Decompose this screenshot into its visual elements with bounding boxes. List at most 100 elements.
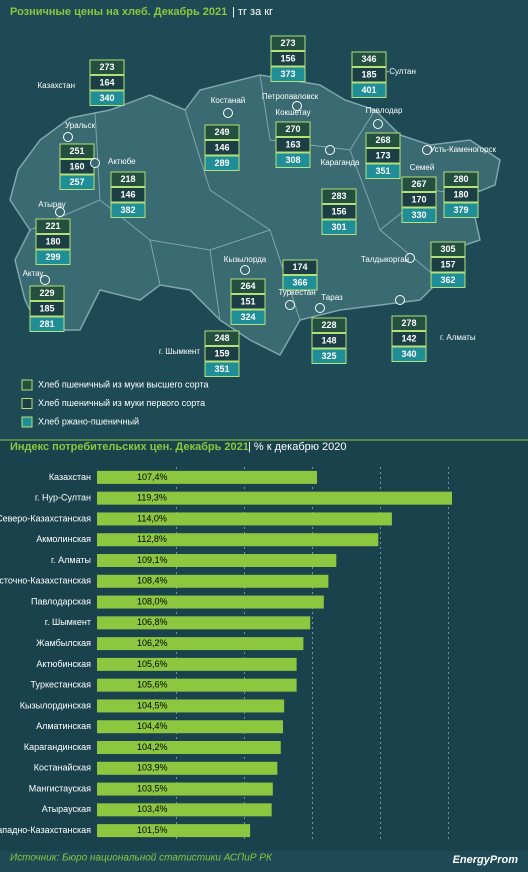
category-label: Жамбылская <box>36 638 91 648</box>
price-value: 173 <box>375 150 390 160</box>
bar <box>97 533 379 547</box>
price-value: 289 <box>214 158 229 168</box>
price-value: 159 <box>214 348 229 358</box>
value-label: 107,4% <box>137 472 168 482</box>
price-cell <box>29 285 65 301</box>
price-value: 156 <box>280 53 295 63</box>
price-cell <box>275 152 311 168</box>
price-value: 278 <box>401 318 416 328</box>
price-value: 148 <box>321 335 336 345</box>
price-cell <box>204 155 240 171</box>
legend-swatch <box>21 416 33 428</box>
region-label: Актау <box>23 269 44 278</box>
value-label: 104,4% <box>137 721 168 731</box>
region-label: Петропавловск <box>262 92 319 101</box>
price-value: 146 <box>120 189 135 199</box>
city-marker <box>90 158 100 168</box>
price-value: 251 <box>69 146 84 156</box>
category-label: г. Алматы <box>51 555 91 565</box>
price-value: 221 <box>45 221 60 231</box>
region-label: г. Шымкент <box>159 347 200 356</box>
region-label: Семей <box>410 163 435 172</box>
region-label: Павлодар <box>366 106 403 115</box>
price-cell <box>401 192 437 208</box>
value-label: 103,5% <box>137 783 168 793</box>
city-marker <box>63 132 73 142</box>
price-cell <box>365 163 401 179</box>
price-cell <box>351 82 387 98</box>
chart-subtitle: | % к декабрю 2020 <box>248 441 347 453</box>
price-value: 362 <box>440 275 455 285</box>
value-label: 105,6% <box>137 659 168 669</box>
city-marker <box>315 303 325 313</box>
price-value: 382 <box>120 205 135 215</box>
price-cell <box>391 331 427 347</box>
price-cell <box>351 67 387 83</box>
price-value: 401 <box>361 85 376 95</box>
map-unit: | тг за кг <box>232 6 273 18</box>
value-label: 103,4% <box>137 804 168 814</box>
region-label: Туркестан <box>278 288 315 297</box>
price-cell <box>270 51 306 67</box>
bar <box>97 554 337 567</box>
category-label: Акмолинская <box>36 534 91 544</box>
price-cell <box>35 218 71 234</box>
price-value: 268 <box>375 135 390 145</box>
value-label: 104,5% <box>137 700 168 710</box>
value-label: 103,9% <box>137 763 168 773</box>
price-cell <box>89 75 125 91</box>
bar <box>97 720 284 734</box>
price-cell <box>275 137 311 153</box>
category-label: Кызылординская <box>20 700 91 710</box>
region-label: Талдыкорган <box>361 255 409 264</box>
city-marker <box>373 119 383 129</box>
price-value: 146 <box>214 142 229 152</box>
price-cell <box>110 187 146 203</box>
region-label: г. Нур-Султан <box>366 67 416 76</box>
region-label: Тараз <box>321 293 343 302</box>
bar <box>97 678 297 692</box>
price-cell <box>391 315 427 331</box>
region-label: Кызылорда <box>224 255 267 264</box>
price-cell <box>35 234 71 250</box>
price-cell <box>282 259 318 275</box>
bar <box>97 824 251 838</box>
city-marker <box>405 253 415 263</box>
price-value: 160 <box>69 161 84 171</box>
bar <box>97 470 318 484</box>
value-label: 101,5% <box>137 825 168 835</box>
category-label: Восточно-Казахстанская <box>0 576 91 586</box>
price-value: 281 <box>39 319 54 329</box>
region-label: Караганда <box>321 158 360 167</box>
bar <box>97 595 324 609</box>
legend-label: Хлеб пшеничный из муки высшего сорта <box>38 379 208 389</box>
price-value: 379 <box>453 205 468 215</box>
price-cell <box>204 346 240 362</box>
region-label: Уральск <box>65 121 95 130</box>
price-value: 249 <box>214 127 229 137</box>
price-value: 157 <box>440 259 455 269</box>
price-cell <box>230 294 266 310</box>
price-value: 156 <box>331 206 346 216</box>
value-label: 104,2% <box>137 742 168 752</box>
category-label: Костанайская <box>34 763 91 773</box>
price-cell <box>110 171 146 187</box>
price-value: 351 <box>375 166 390 176</box>
price-cell <box>230 309 266 325</box>
value-label: 108,4% <box>137 576 168 586</box>
city-marker <box>285 300 295 310</box>
value-label: 105,6% <box>137 680 168 690</box>
price-value: 324 <box>240 312 255 322</box>
price-value: 273 <box>99 62 114 72</box>
city-marker <box>240 265 250 275</box>
city-marker <box>422 145 432 155</box>
price-cell <box>321 204 357 220</box>
logo: EnergyProm <box>453 854 519 866</box>
price-value: 280 <box>453 174 468 184</box>
chart-title: Индекс потребительских цен. Декабрь 2021 <box>10 441 249 453</box>
price-cell <box>230 278 266 294</box>
price-value: 170 <box>411 194 426 204</box>
price-value: 325 <box>321 351 336 361</box>
price-value: 264 <box>240 281 255 291</box>
price-value: 283 <box>331 191 346 201</box>
